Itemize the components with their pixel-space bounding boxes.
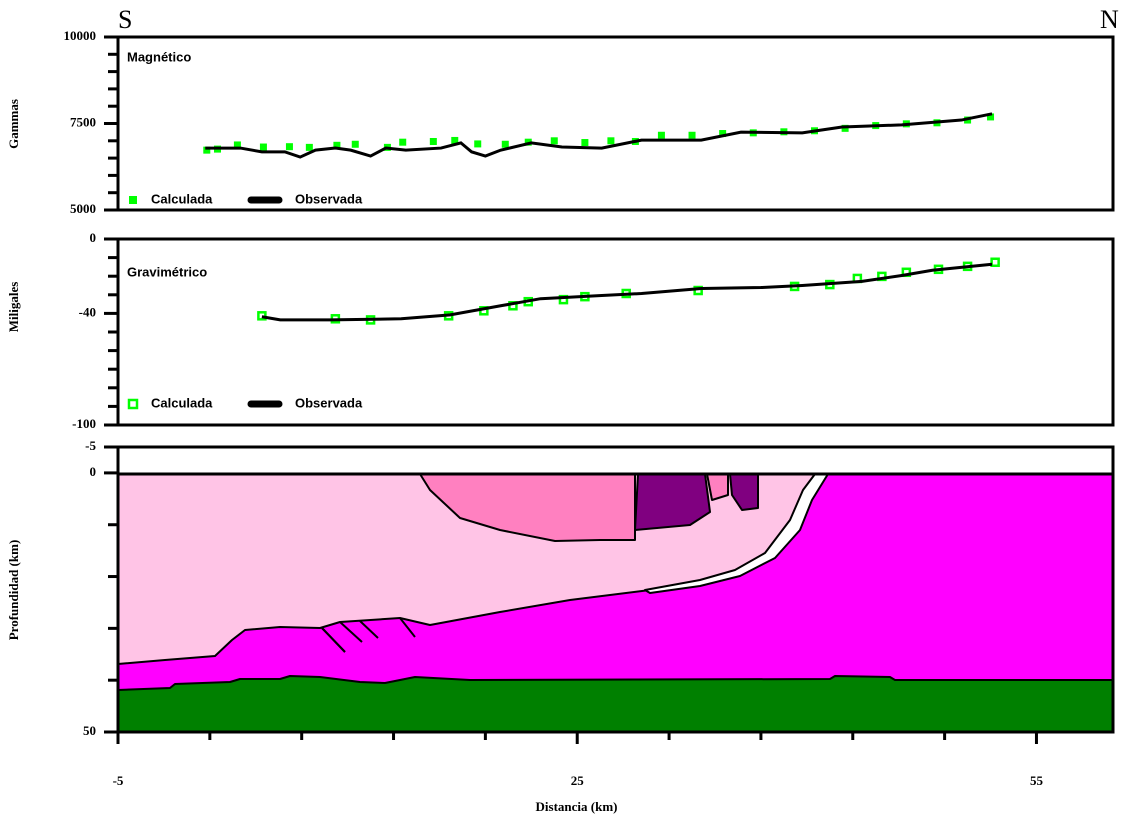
calculated-point [501,140,509,148]
calculated-point [333,141,341,149]
y-axis-title: Miligales [6,282,21,333]
panel-frame [116,35,1115,212]
observed-line [205,112,993,159]
observed-line [261,262,993,322]
calculated-point [451,136,459,144]
y-tick-label: -5 [85,438,96,453]
panel-title: Gravimétrico [127,264,207,279]
calculated-point [581,139,589,147]
south-label: S [118,5,132,34]
geology-section [117,472,1114,733]
calculated-point [607,137,615,145]
calculated-point [233,141,241,149]
calculated-point [688,131,696,139]
calculated-point [259,143,267,151]
calculated-point [987,113,995,121]
x-tick-label: -5 [113,773,124,788]
layer-green [117,675,1114,733]
y-axis-title: Profundidad (km) [6,540,21,641]
calculated-point [990,257,1000,267]
calculated-point [719,130,727,138]
y-tick-label: -100 [72,416,96,431]
y-tick-label: 0 [90,230,97,245]
x-tick-label: 25 [571,773,585,788]
y-tick-label: 0 [90,464,97,479]
calculated-point [474,140,482,148]
x-axis-title: Distancia (km) [536,799,618,814]
legend-label: Calculada [151,191,213,206]
body-pink [419,473,636,542]
y-tick-label: 7500 [70,114,96,129]
fault-lines [321,617,416,653]
layer-white-strip [644,473,829,594]
calculated-point [399,138,407,146]
north-label: N [1100,5,1119,34]
y-tick-label: 5000 [70,201,96,216]
y-tick-label: 50 [83,723,96,738]
legend-label: Calculada [151,395,213,410]
legend-swatch [129,196,137,204]
calculated-point [203,146,211,154]
y-tick-label: -40 [79,304,96,319]
calculated-point [429,137,437,145]
panel-title: Magnético [127,49,191,64]
legend-label: Observada [295,191,363,206]
y-axis-title: Gammas [6,99,21,149]
panel-frame [116,445,1115,734]
legend-swatch [127,398,139,410]
y-tick-label: 10000 [64,28,97,43]
calculated-point [351,140,359,148]
calculated-point [257,311,267,321]
legend-label: Observada [295,395,363,410]
calculated-point [285,143,293,151]
calculated-point [657,131,665,139]
x-tick-label: 55 [1030,773,1044,788]
calculated-point [550,137,558,145]
calculated-point [305,143,313,151]
